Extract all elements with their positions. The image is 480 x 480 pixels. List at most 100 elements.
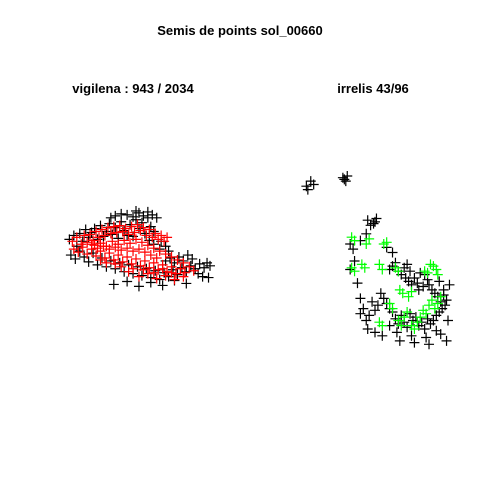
point-marker-0-1-71 (154, 246, 165, 257)
point-marker-0-0-89 (203, 272, 214, 283)
point-marker-0-0-41 (70, 253, 81, 264)
point-marker-0-1-100 (116, 261, 127, 272)
plot-area-irrelis (301, 171, 455, 350)
point-marker-1-0-22 (405, 266, 416, 277)
point-marker-0-1-73 (166, 252, 177, 262)
point-marker-1-0-2 (302, 184, 313, 195)
point-marker-1-1-25 (377, 320, 388, 331)
point-marker-0-1-87 (86, 239, 97, 250)
point-marker-0-1-83 (110, 242, 121, 253)
point-marker-1-1-39 (432, 298, 443, 309)
point-marker-0-1-70 (148, 243, 159, 254)
point-marker-0-1-5 (85, 229, 96, 240)
point-marker-1-1-27 (396, 320, 407, 331)
point-marker-1-1-31 (409, 324, 420, 334)
point-marker-1-1-42 (387, 303, 398, 314)
point-marker-0-1-77 (151, 252, 162, 263)
point-marker-0-0-82 (133, 281, 144, 292)
point-marker-0-0-81 (122, 276, 133, 287)
point-marker-0-1-78 (139, 247, 150, 258)
point-marker-0-0-32 (122, 209, 133, 220)
point-marker-0-1-29 (156, 230, 167, 241)
point-marker-1-0-5 (340, 176, 351, 187)
point-marker-0-1-33 (73, 247, 84, 258)
point-marker-0-1-68 (136, 237, 147, 248)
point-marker-1-0-62 (375, 288, 386, 299)
point-marker-1-0-81 (361, 228, 372, 239)
point-marker-0-1-69 (142, 240, 153, 251)
point-marker-1-0-80 (387, 247, 398, 258)
point-marker-0-1-25 (144, 224, 155, 235)
point-marker-1-0-63 (372, 300, 383, 311)
panel-title-vigilena: vigilena : 943 / 2034 (72, 81, 194, 96)
point-marker-0-1-74 (172, 254, 183, 265)
point-marker-1-0-73 (421, 332, 432, 343)
point-marker-1-1-41 (384, 298, 395, 309)
point-marker-1-1-3 (364, 233, 375, 244)
point-marker-0-1-92 (160, 270, 171, 281)
panel-vigilena: vigilena : 943 / 2034 (64, 81, 215, 292)
point-marker-0-1-3 (79, 230, 90, 241)
point-marker-0-1-95 (128, 263, 139, 274)
point-marker-1-0-77 (444, 279, 455, 290)
point-marker-0-1-55 (170, 268, 181, 279)
figure-title: Semis de points sol_00660 (157, 23, 322, 38)
point-marker-1-0-47 (419, 324, 430, 334)
point-marker-1-1-17 (432, 269, 443, 280)
point-marker-0-1-89 (133, 271, 144, 282)
point-marker-1-0-64 (370, 305, 380, 316)
point-marker-1-1-33 (415, 312, 426, 323)
point-marker-1-1-32 (412, 317, 423, 328)
point-marker-1-0-84 (345, 264, 356, 275)
point-marker-1-1-40 (435, 291, 446, 302)
point-marker-0-1-21 (132, 219, 143, 230)
point-marker-0-1-11 (102, 222, 113, 233)
point-marker-1-0-65 (367, 296, 378, 307)
panel-irrelis: irrelis 43/96 (301, 81, 455, 350)
point-marker-0-1-4 (82, 237, 93, 248)
point-marker-0-0-5 (80, 224, 91, 235)
point-marker-1-1-38 (429, 303, 440, 314)
point-marker-1-0-3 (308, 179, 319, 190)
point-marker-1-0-91 (409, 337, 420, 348)
point-marker-0-1-85 (98, 241, 109, 252)
point-marker-1-1-35 (421, 308, 432, 319)
point-marker-1-1-29 (402, 307, 413, 317)
point-marker-1-1-28 (399, 312, 410, 323)
point-marker-0-0-72 (205, 260, 215, 271)
point-marker-1-1-7 (359, 262, 370, 273)
point-marker-0-1-17 (120, 223, 131, 234)
point-marker-1-0-61 (378, 293, 389, 304)
point-marker-1-0-87 (362, 324, 373, 334)
point-marker-0-1-96 (138, 264, 149, 275)
point-marker-0-1-43 (117, 256, 128, 267)
point-marker-1-0-43 (431, 310, 442, 321)
point-marker-0-1-13 (108, 221, 119, 232)
point-marker-0-1-39 (99, 252, 110, 263)
point-marker-1-1-21 (397, 288, 408, 299)
point-marker-0-1-8 (94, 232, 104, 243)
point-marker-0-0-31 (116, 208, 127, 219)
point-marker-0-1-18 (123, 229, 134, 240)
point-marker-1-1-19 (349, 266, 360, 277)
point-marker-1-0-32 (413, 284, 424, 295)
point-marker-0-1-75 (178, 257, 189, 268)
point-marker-1-1-22 (403, 291, 414, 302)
point-marker-1-0-71 (391, 327, 402, 338)
point-marker-0-1-1 (71, 232, 82, 243)
point-marker-1-0-45 (425, 318, 436, 329)
point-marker-0-1-24 (141, 230, 152, 241)
point-marker-0-1-35 (82, 249, 93, 260)
point-marker-0-0-28 (148, 226, 159, 237)
point-marker-1-0-83 (349, 256, 360, 266)
point-marker-1-1-5 (381, 237, 392, 248)
point-marker-0-1-97 (148, 267, 159, 278)
point-marker-1-0-8 (362, 215, 373, 226)
point-marker-1-0-76 (438, 284, 449, 295)
point-marker-0-1-31 (162, 232, 173, 243)
point-marker-0-1-9 (96, 224, 107, 235)
point-marker-0-1-46 (131, 253, 141, 264)
point-marker-0-1-49 (144, 262, 155, 273)
point-marker-1-1-16 (431, 264, 442, 275)
point-marker-0-1-34 (77, 242, 88, 253)
